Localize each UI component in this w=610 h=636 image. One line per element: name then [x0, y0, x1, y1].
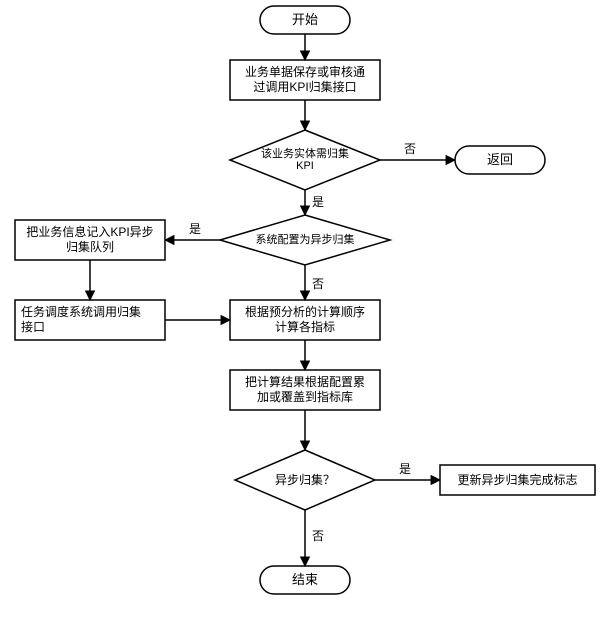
flowchart-canvas: 开始业务单据保存或审核通过调用KPI归集接口该业务实体需归集KPI 返回系统配置为…	[0, 0, 610, 636]
node-end: 结束	[260, 566, 350, 594]
svg-text:结束: 结束	[292, 572, 318, 587]
svg-text:开始: 开始	[292, 12, 318, 27]
svg-text:该业务实体需归集KPI: 该业务实体需归集KPI	[261, 146, 349, 172]
edge-label-7: 否	[312, 277, 324, 291]
node-start: 开始	[260, 6, 350, 34]
edge-label-11: 否	[312, 529, 324, 543]
edge-label-10: 是	[399, 462, 411, 476]
edge-label-2: 否	[404, 142, 416, 156]
svg-text:更新异步归集完成标志: 更新异步归集完成标志	[457, 472, 577, 487]
svg-text:任务调度系统调用归集接口: 任务调度系统调用归集接口	[21, 304, 141, 334]
svg-text:把计算结果根据配置累加或覆盖到指标库: 把计算结果根据配置累加或覆盖到指标库	[245, 374, 365, 404]
node-return: 返回	[455, 146, 545, 174]
svg-text:返回: 返回	[487, 152, 513, 167]
svg-text:系统配置为异步归集: 系统配置为异步归集	[256, 232, 355, 246]
svg-text:异步归集？: 异步归集？	[275, 472, 335, 487]
edge-label-4: 是	[189, 222, 201, 236]
svg-text:业务单据保存或审核通过调用KPI归集接口: 业务单据保存或审核通过调用KPI归集接口	[245, 64, 365, 94]
svg-text:把业务信息记入KPI异步归集队列: 把业务信息记入KPI异步归集队列	[26, 224, 153, 254]
svg-text:根据预分析的计算顺序计算各指标: 根据预分析的计算顺序计算各指标	[245, 304, 365, 334]
edge-label-3: 是	[312, 195, 324, 209]
